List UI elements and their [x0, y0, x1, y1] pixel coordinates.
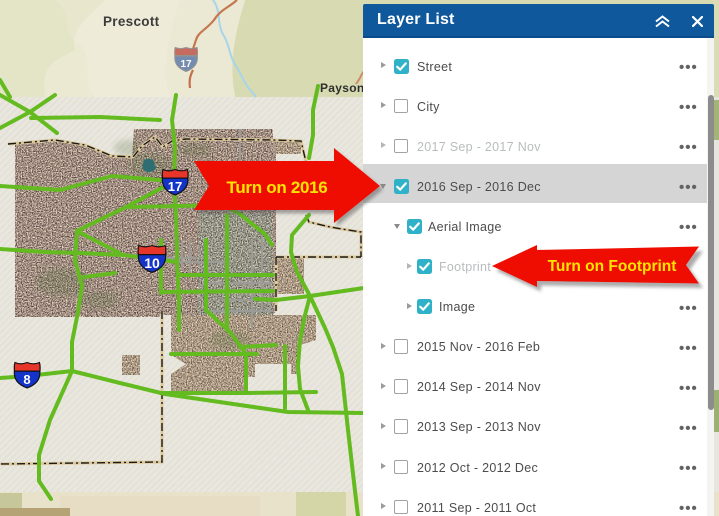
svg-text:17: 17: [168, 179, 182, 194]
svg-text:17: 17: [180, 59, 192, 70]
svg-text:Payson: Payson: [320, 81, 365, 95]
svg-text:Turn on 2016: Turn on 2016: [227, 178, 328, 197]
svg-text:Turn on Footprint: Turn on Footprint: [548, 258, 677, 275]
svg-text:10: 10: [144, 255, 160, 271]
svg-text:8: 8: [23, 372, 30, 387]
svg-text:Prescott: Prescott: [103, 14, 160, 29]
